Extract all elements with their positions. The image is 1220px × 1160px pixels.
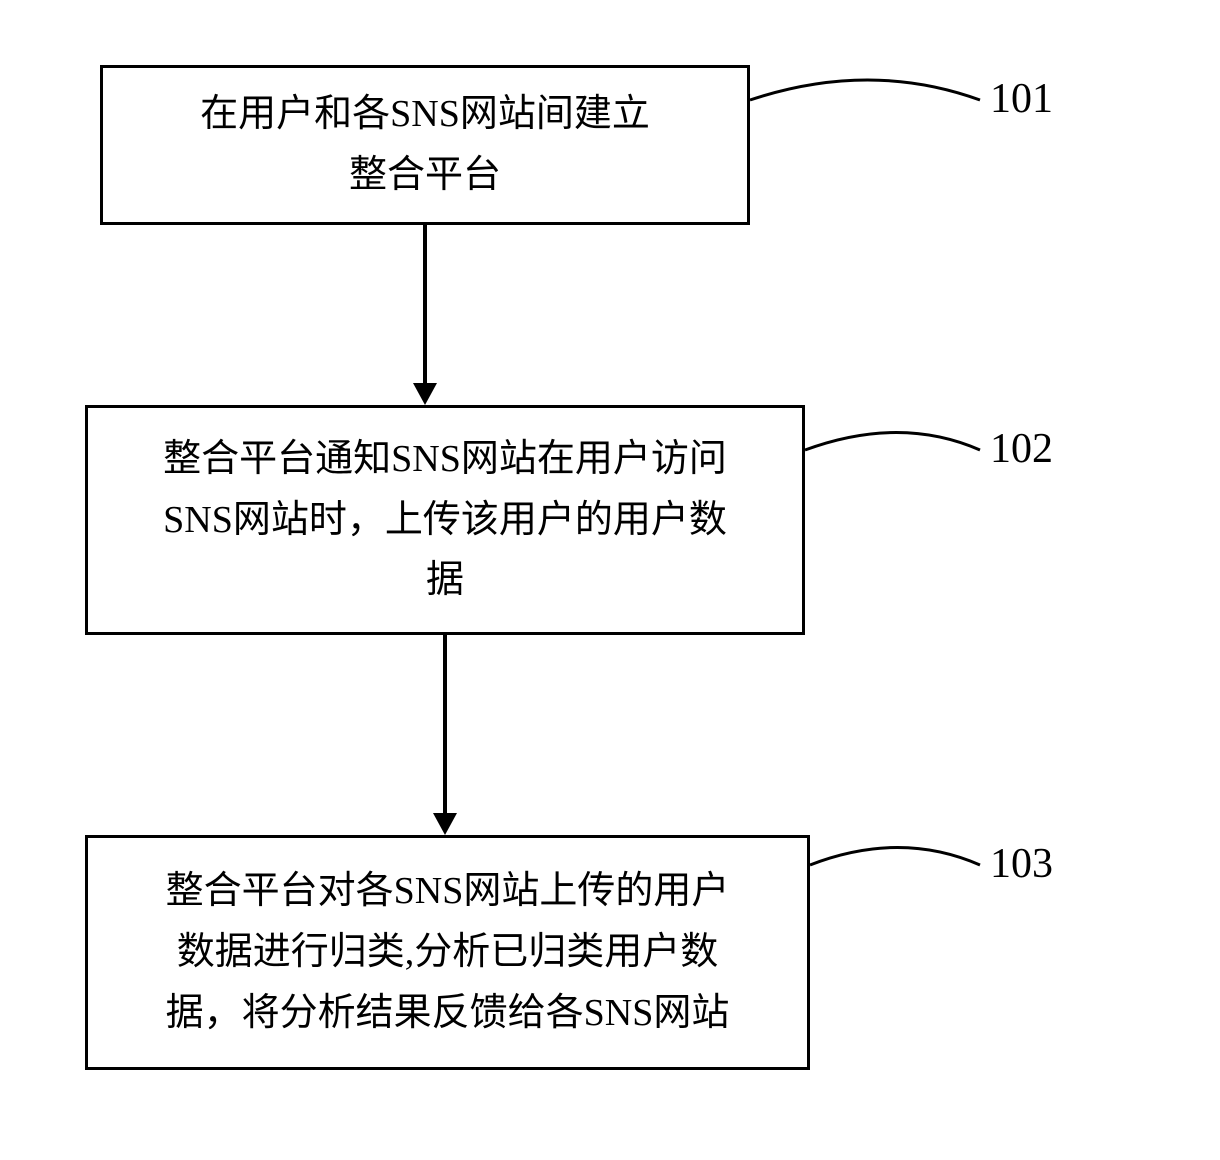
box-2-text: 整合平台通知SNS网站在用户访问SNS网站时，上传该用户的用户数据 — [163, 429, 727, 611]
box-3-label: 103 — [990, 840, 1053, 888]
flowchart-box-3: 整合平台对各SNS网站上传的用户数据进行归类,分析已归类用户数据，将分析结果反馈… — [85, 835, 810, 1070]
connector-2 — [443, 635, 447, 813]
arrow-head-2 — [433, 813, 457, 835]
flowchart-container: 在用户和各SNS网站间建立整合平台 101 整合平台通知SNS网站在用户访问SN… — [0, 0, 1220, 1160]
box-2-label: 102 — [990, 425, 1053, 473]
box-1-label: 101 — [990, 75, 1053, 123]
box-3-text: 整合平台对各SNS网站上传的用户数据进行归类,分析已归类用户数据，将分析结果反馈… — [166, 861, 730, 1043]
box-1-text: 在用户和各SNS网站间建立整合平台 — [200, 84, 650, 206]
flowchart-box-2: 整合平台通知SNS网站在用户访问SNS网站时，上传该用户的用户数据 — [85, 405, 805, 635]
flowchart-box-1: 在用户和各SNS网站间建立整合平台 — [100, 65, 750, 225]
connector-1 — [423, 225, 427, 383]
arrow-head-1 — [413, 383, 437, 405]
